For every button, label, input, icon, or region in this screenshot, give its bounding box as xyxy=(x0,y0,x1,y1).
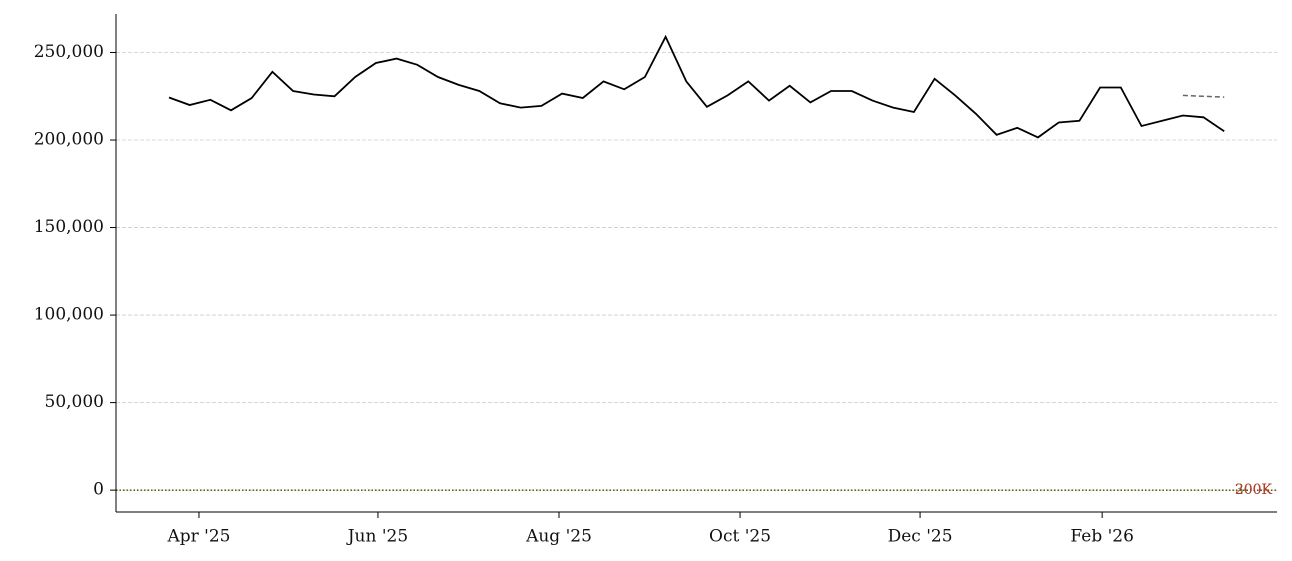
x-tick-label: Apr '25 xyxy=(166,527,230,547)
x-tick-label: Feb '26 xyxy=(1070,527,1134,547)
x-tick-label: Dec '25 xyxy=(888,527,953,547)
y-tick-label: 150,000 xyxy=(34,217,104,237)
data-line xyxy=(1182,94,1225,98)
y-tick-label: 0 xyxy=(93,480,104,500)
x-tick-label: Oct '25 xyxy=(709,527,771,547)
data-line xyxy=(168,34,1225,139)
y-tick-label: 100,000 xyxy=(34,305,104,325)
x-tick-label: Aug '25 xyxy=(525,527,592,547)
reference-label: 200K xyxy=(1235,482,1273,498)
x-tick-label: Jun '25 xyxy=(346,527,408,547)
y-tick-label: 250,000 xyxy=(34,42,104,62)
y-tick-label: 200,000 xyxy=(34,130,104,150)
y-tick-label: 50,000 xyxy=(45,392,104,412)
